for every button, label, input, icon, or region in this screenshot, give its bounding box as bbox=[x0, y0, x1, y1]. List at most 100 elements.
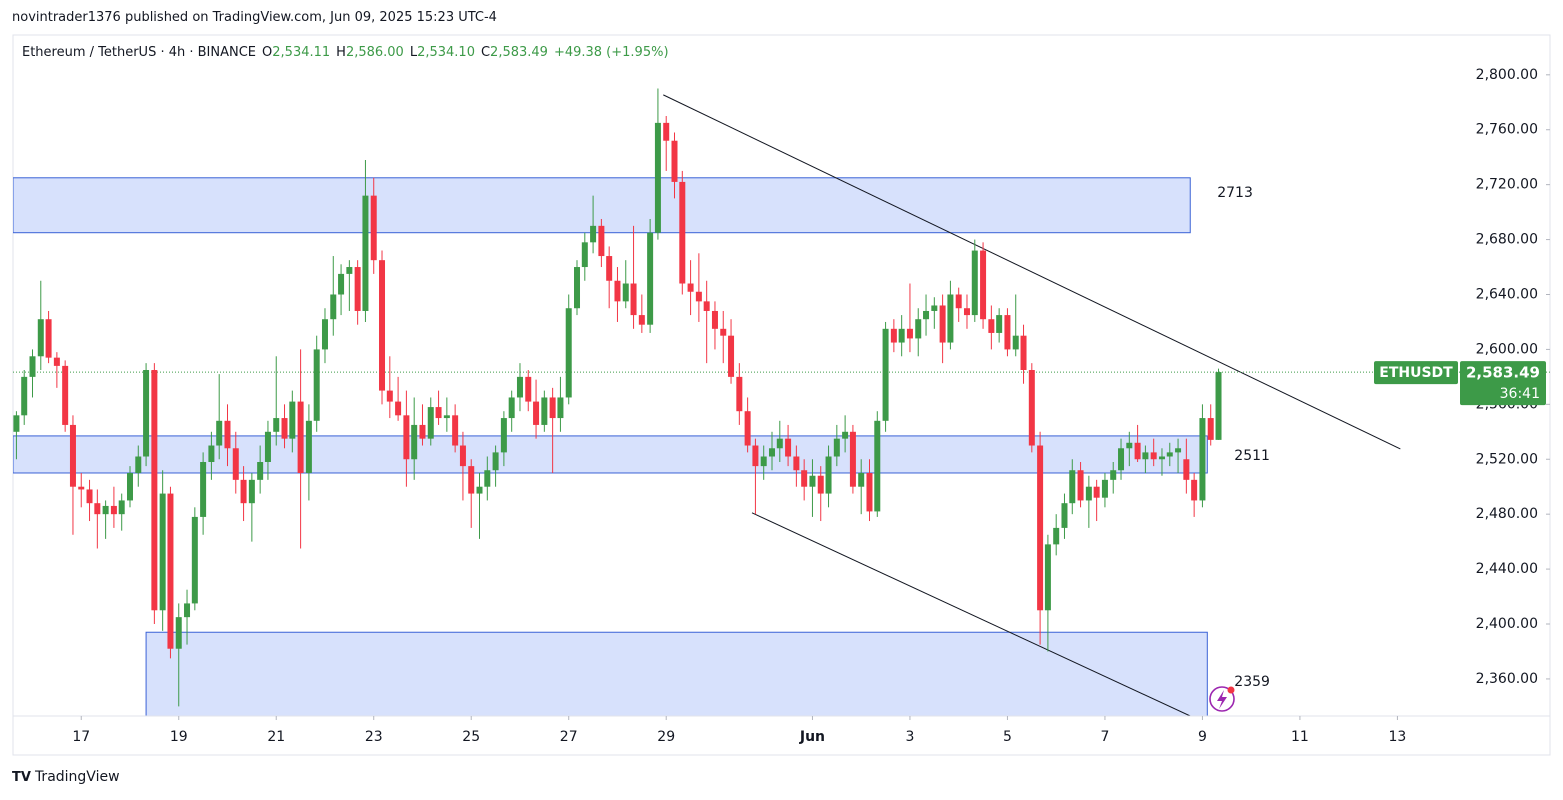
brand-name: TradingView bbox=[34, 769, 120, 785]
x-tick-label: 17 bbox=[72, 729, 90, 745]
candle-body bbox=[825, 456, 832, 494]
candle-body bbox=[736, 376, 743, 412]
y-tick-label: 2,520.00 bbox=[1476, 451, 1538, 467]
candle-body bbox=[330, 294, 337, 320]
x-tick-label: 27 bbox=[560, 729, 578, 745]
candle-body bbox=[882, 328, 889, 421]
candle-body bbox=[671, 140, 678, 182]
candle-body bbox=[411, 424, 418, 460]
candle-body bbox=[94, 503, 101, 515]
candle-body bbox=[21, 376, 28, 416]
candle-body bbox=[614, 280, 621, 302]
candle-body bbox=[1028, 370, 1035, 446]
candle-body bbox=[890, 328, 897, 343]
candle-body bbox=[695, 291, 702, 302]
candle-body bbox=[574, 267, 581, 309]
candle-body bbox=[62, 365, 69, 425]
candle-body bbox=[793, 456, 800, 471]
candle-body bbox=[1134, 442, 1141, 460]
candle-body bbox=[78, 486, 85, 490]
candle-body bbox=[516, 376, 523, 398]
candle-body bbox=[1199, 418, 1206, 501]
candle-body bbox=[630, 283, 637, 316]
candle-body bbox=[663, 122, 670, 141]
symbol-tag: ETHUSDT bbox=[1379, 365, 1453, 381]
candle-body bbox=[842, 431, 849, 439]
candle-body bbox=[549, 397, 556, 419]
candle-body bbox=[69, 424, 76, 487]
candle-body bbox=[354, 267, 361, 311]
candle-body bbox=[785, 438, 792, 457]
candle-body bbox=[638, 315, 645, 325]
candle-body bbox=[224, 420, 231, 449]
candle-body bbox=[996, 315, 1003, 333]
candle-body bbox=[963, 308, 970, 316]
y-tick-label: 2,680.00 bbox=[1476, 232, 1538, 248]
candle-body bbox=[395, 401, 402, 416]
candle-body bbox=[305, 420, 312, 473]
candle-body bbox=[273, 418, 280, 432]
candle-body bbox=[915, 319, 922, 339]
ohlc-values: O2,534.11 H2,586.00 L2,534.10 C2,583.49 bbox=[262, 45, 554, 60]
candle-body bbox=[1191, 479, 1198, 501]
candle-body bbox=[110, 505, 117, 515]
candle-body bbox=[508, 397, 515, 419]
candle-body bbox=[362, 195, 369, 311]
brand-logo: TV TradingView bbox=[12, 769, 120, 785]
ohlc-key: O bbox=[262, 45, 273, 60]
candle-body bbox=[606, 256, 613, 281]
candle-body bbox=[175, 617, 182, 649]
candle-body bbox=[102, 505, 109, 515]
candle-body bbox=[720, 328, 727, 336]
candle-body bbox=[581, 242, 588, 268]
candle-body bbox=[1158, 456, 1165, 460]
candle-body bbox=[1044, 544, 1051, 611]
candle-body bbox=[200, 461, 207, 517]
symbol-tag-bg bbox=[1374, 361, 1458, 385]
x-tick-label: Jun bbox=[799, 729, 825, 745]
candle-body bbox=[565, 308, 572, 398]
candle-body bbox=[151, 370, 158, 611]
candle-body bbox=[557, 397, 564, 419]
candle-body bbox=[809, 475, 816, 487]
ohlc-value: 2,534.10 bbox=[417, 45, 475, 60]
candle-body bbox=[379, 260, 386, 391]
trendline bbox=[663, 94, 1401, 450]
candle-body bbox=[898, 328, 905, 343]
x-tick-label: 9 bbox=[1198, 729, 1207, 745]
candle-body bbox=[1093, 486, 1100, 498]
candle-body bbox=[452, 415, 459, 446]
candle-body bbox=[208, 445, 215, 462]
candle-body bbox=[525, 376, 532, 402]
candle-body bbox=[289, 401, 296, 439]
candle-body bbox=[923, 310, 930, 320]
candle-body bbox=[1110, 470, 1117, 480]
candle-body bbox=[1012, 335, 1019, 350]
candle-body bbox=[833, 438, 840, 457]
chart-frame bbox=[12, 34, 1551, 756]
candle-body bbox=[622, 283, 629, 302]
candle-body bbox=[484, 470, 491, 487]
x-tick-label: 5 bbox=[1003, 729, 1012, 745]
candle-body bbox=[281, 418, 288, 439]
candle-body bbox=[53, 357, 60, 366]
zone bbox=[13, 435, 1208, 474]
candle-body bbox=[37, 319, 44, 357]
y-tick-label: 2,440.00 bbox=[1476, 561, 1538, 577]
candle-body bbox=[232, 448, 239, 480]
candle-body bbox=[931, 305, 938, 311]
candle-body bbox=[1215, 372, 1222, 440]
x-tick-label: 3 bbox=[905, 729, 914, 745]
y-tick-label: 2,640.00 bbox=[1476, 286, 1538, 302]
candle-body bbox=[143, 370, 150, 457]
candle-body bbox=[598, 225, 605, 257]
candle-body bbox=[45, 319, 52, 358]
candle-body bbox=[874, 420, 881, 512]
logo-mark: TV bbox=[12, 770, 31, 785]
ohlc-key: H bbox=[336, 45, 346, 60]
trendline bbox=[751, 512, 1191, 716]
candle-body bbox=[728, 335, 735, 377]
candle-body bbox=[947, 294, 954, 343]
candle-body bbox=[13, 415, 20, 432]
candle-body bbox=[1069, 470, 1076, 504]
